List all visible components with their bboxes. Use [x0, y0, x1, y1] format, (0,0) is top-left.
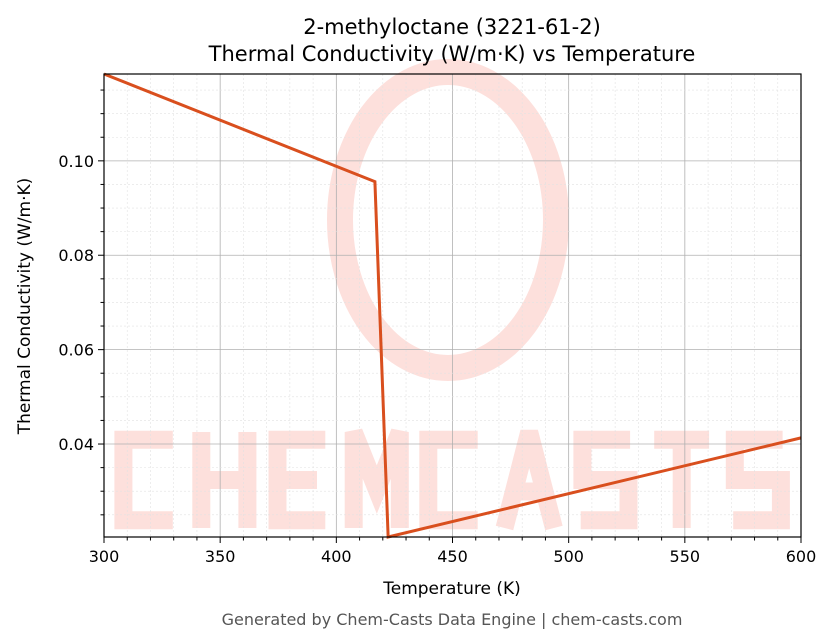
x-tick-label: 400	[321, 547, 352, 566]
y-tick-label: 0.04	[58, 435, 94, 454]
y-tick-label: 0.08	[58, 246, 94, 265]
x-tick-label: 500	[553, 547, 584, 566]
chart-title: 2-methyloctane (3221-61-2)	[303, 15, 601, 39]
watermark-letter	[268, 430, 326, 530]
y-tick-label: 0.06	[58, 341, 94, 360]
x-axis-label: Temperature (K)	[382, 579, 521, 599]
watermark-letter	[495, 429, 563, 531]
watermark	[114, 59, 790, 531]
watermark-lettering	[114, 428, 790, 531]
watermark-letter	[419, 430, 478, 530]
plot-frame	[103, 73, 802, 538]
x-tick-label: 550	[670, 547, 701, 566]
chart-subtitle: Thermal Conductivity (W/m·K) vs Temperat…	[208, 42, 696, 66]
watermark-logo-ring	[327, 59, 569, 381]
x-tick-label: 600	[786, 547, 817, 566]
watermark-letter	[654, 430, 710, 528]
watermark-letter	[114, 430, 173, 530]
series-line	[103, 72, 802, 539]
y-axis-label: Thermal Conductivity (W/m·K)	[15, 178, 35, 436]
watermark-letter	[573, 430, 638, 530]
watermark-letter	[725, 430, 790, 530]
watermark-letter	[192, 432, 257, 528]
footer-credit: Generated by Chem-Casts Data Engine | ch…	[222, 610, 683, 629]
x-tick-label: 300	[89, 547, 120, 566]
watermark-letter	[344, 428, 409, 528]
x-tick-label: 450	[437, 547, 468, 566]
x-tick-label: 350	[205, 547, 236, 566]
y-tick-label: 0.10	[58, 152, 94, 171]
